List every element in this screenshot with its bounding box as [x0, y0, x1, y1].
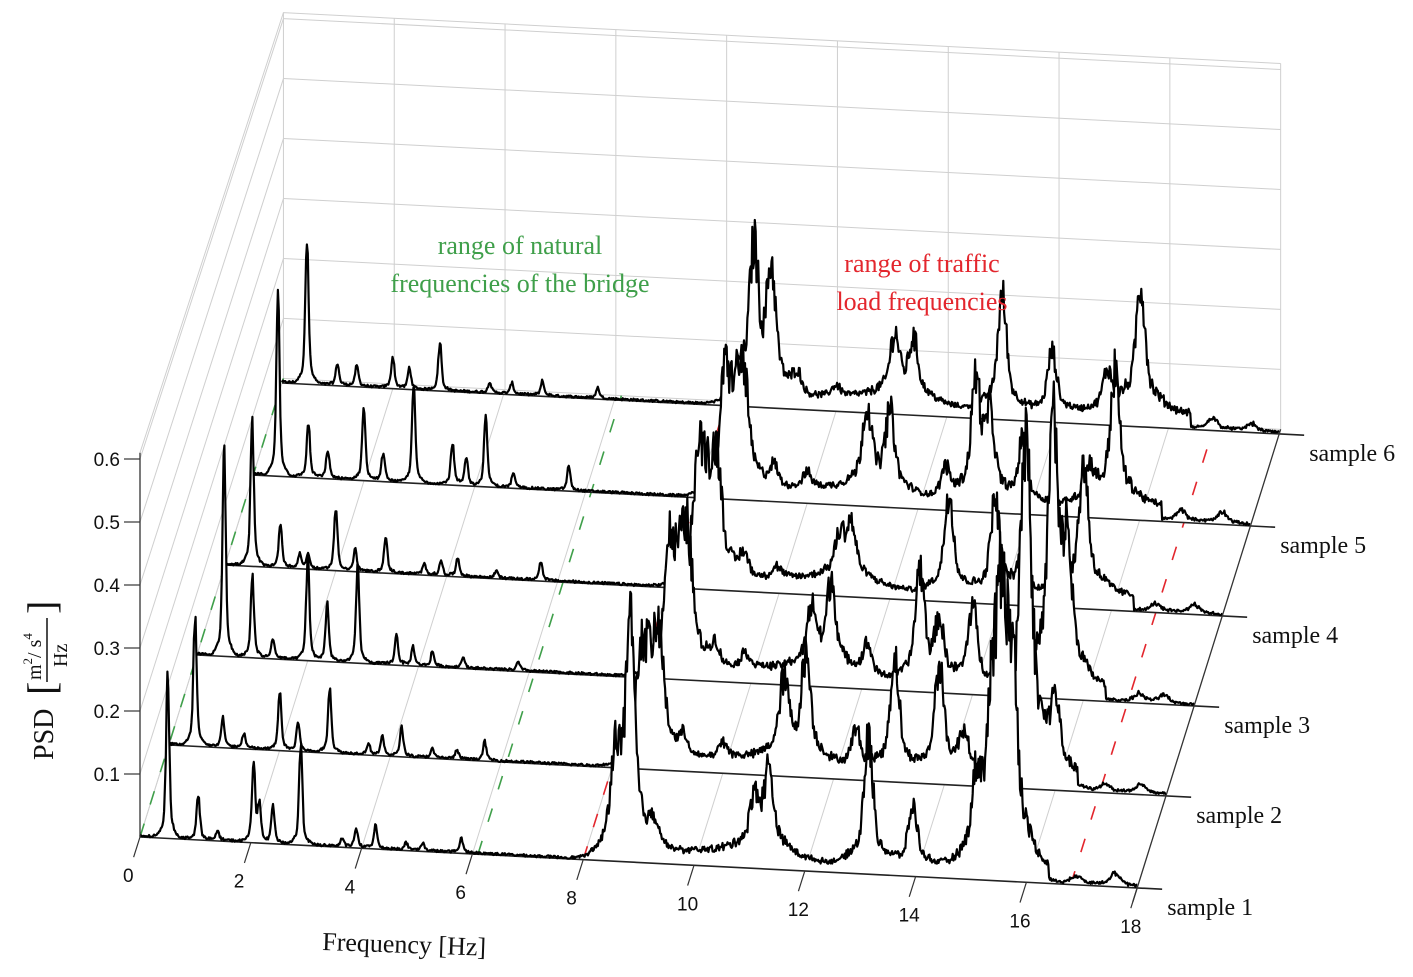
x-tick-label: 6	[455, 883, 466, 904]
x-tick	[465, 853, 473, 875]
series-sample-5: sample 5	[252, 288, 1366, 559]
y-axis-label-bracket-open: [	[19, 682, 64, 695]
range-line-natural	[477, 395, 623, 855]
series-sample-4: sample 4	[224, 415, 1338, 649]
back-wall-gridline-z	[283, 257, 1281, 310]
back-wall-gridline-z	[283, 78, 1281, 130]
left-wall-gridline-z	[139, 18, 284, 460]
x-tick	[354, 848, 363, 869]
x-axis-label: Frequency [Hz]	[322, 927, 487, 962]
annotation-natural-line1: range of natural	[438, 231, 603, 260]
left-wall-gridline-z	[139, 138, 284, 586]
series-sample-6: sample 6	[281, 218, 1395, 467]
z-tick-label: 0.1	[94, 765, 120, 786]
y-axis-label: PSD [ m2/ s4 Hz ]	[19, 601, 72, 760]
series-label: sample 2	[1196, 803, 1282, 829]
floor-right-edge	[1132, 429, 1282, 902]
x-tick	[576, 859, 584, 881]
left-wall-gridline-z	[139, 78, 284, 523]
range-line-traffic	[1069, 425, 1215, 885]
left-wall-gridline-z	[139, 198, 284, 649]
z-tick-label: 0.3	[94, 639, 120, 660]
series-label: sample 4	[1252, 623, 1338, 649]
back-wall-gridline-z	[283, 18, 1281, 71]
y-axis-label-psd: PSD	[29, 709, 60, 760]
x-tick-label: 10	[677, 894, 698, 915]
z-tick-label: 0.5	[94, 513, 120, 534]
x-tick	[1130, 887, 1138, 909]
floor-gridline-x	[361, 389, 506, 849]
x-tick	[908, 876, 917, 898]
series-fill	[253, 289, 1251, 526]
y-axis-label-denominator: Hz	[50, 644, 72, 667]
axes: 0 2 4 6 8 10 12 14 16 18 0.1 0.2 0.3 0.4 0.5 0.6	[94, 429, 1282, 938]
z-tick-label: 0.4	[94, 576, 121, 597]
y-axis-label-numerator: m2/ s4	[20, 633, 46, 680]
left-wall-gridline-z	[139, 318, 284, 775]
series-label: sample 6	[1309, 441, 1395, 467]
annotation-traffic-line1: range of traffic	[844, 249, 999, 278]
series-fill	[282, 220, 1280, 434]
x-tick	[797, 870, 806, 892]
back-wall-gridline-z	[283, 197, 1281, 250]
x-tick-label: 4	[345, 877, 356, 898]
range-line-natural	[139, 378, 285, 838]
x-tick-label: 14	[899, 906, 921, 927]
x-tick-label: 18	[1120, 917, 1141, 938]
floor-gridline-x	[804, 412, 949, 872]
x-tick	[243, 842, 252, 864]
annotation-natural-line2: frequencies of the bridge	[390, 269, 649, 298]
series-baseline	[252, 474, 1276, 529]
series-baseline	[196, 654, 1220, 709]
z-tick-label: 0.6	[94, 450, 120, 471]
series-group: sample 6 sample 5 sample 4 sample 3 sample 2…	[139, 218, 1395, 921]
series-label: sample 1	[1167, 895, 1253, 921]
series-fill	[225, 416, 1223, 616]
x-tick	[687, 865, 695, 886]
series-fill	[197, 381, 1195, 706]
x-tick-label: 12	[788, 900, 809, 921]
series-line	[139, 530, 1138, 888]
y-axis-label-bracket-close: ]	[19, 601, 64, 614]
series-sample-1: sample 1	[139, 530, 1253, 921]
box-top-edge	[139, 12, 1281, 453]
series-baseline	[139, 836, 1163, 891]
left-wall-gridline-z	[139, 258, 284, 712]
x-tick-label: 8	[566, 889, 577, 910]
floor-gridline-x	[250, 383, 395, 843]
floor-gridline-x	[471, 395, 617, 855]
x-tick-label: 16	[1009, 911, 1030, 932]
series-label: sample 3	[1224, 713, 1310, 739]
back-wall-gridline-z	[283, 138, 1281, 190]
x-tick-label: 2	[234, 872, 245, 893]
z-tick-label: 0.2	[94, 702, 120, 723]
x-tick-label: 0	[123, 866, 134, 887]
x-tick	[1019, 882, 1027, 903]
series-label: sample 5	[1280, 533, 1366, 559]
x-tick	[133, 836, 141, 858]
series-line	[281, 218, 1281, 434]
annotation-traffic-line2: load frequencies	[836, 287, 1007, 316]
